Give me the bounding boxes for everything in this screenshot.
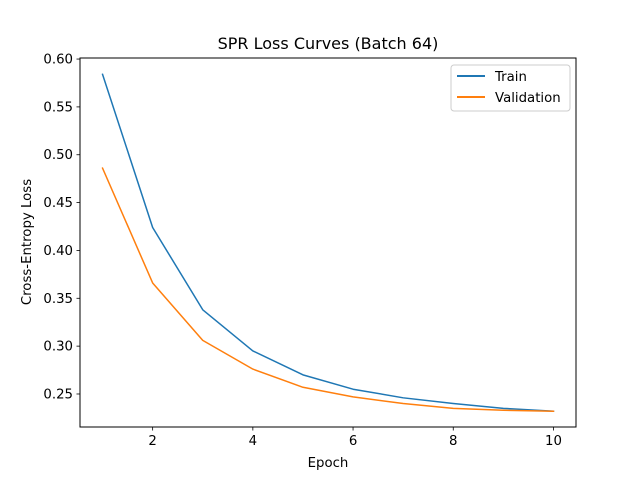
y-tick-label: 0.50 — [43, 148, 73, 163]
y-tick-label: 0.60 — [43, 53, 73, 68]
y-tick-label: 0.40 — [43, 244, 73, 259]
y-tick-label: 0.55 — [43, 100, 73, 115]
legend-label-validation: Validation — [495, 91, 561, 106]
series-line-train — [101, 73, 555, 413]
x-axis-label: Epoch — [308, 456, 349, 471]
plot-frame — [79, 57, 577, 428]
y-axis-label: Cross-Entropy Loss — [20, 179, 35, 305]
y-tick-label: 0.45 — [43, 196, 73, 211]
chart-title: SPR Loss Curves (Batch 64) — [218, 34, 439, 53]
y-tick-label: 0.35 — [43, 292, 73, 307]
x-tick-label: 6 — [349, 434, 357, 449]
legend: Train Validation — [450, 64, 571, 112]
x-tick-label: 2 — [148, 434, 156, 449]
legend-label-train: Train — [494, 70, 527, 85]
y-tick-label: 0.25 — [43, 387, 73, 402]
y-tick-label: 0.30 — [43, 340, 73, 355]
x-tick-label: 10 — [545, 434, 562, 449]
series-layer — [101, 73, 555, 413]
ticks-layer: 2 4 6 8 10 0.25 0.30 0.35 0.40 0.45 0.50 0.55 0.60 — [43, 53, 562, 449]
series-line-validation — [101, 167, 555, 412]
x-tick-label: 4 — [249, 434, 257, 449]
x-tick-label: 8 — [449, 434, 457, 449]
